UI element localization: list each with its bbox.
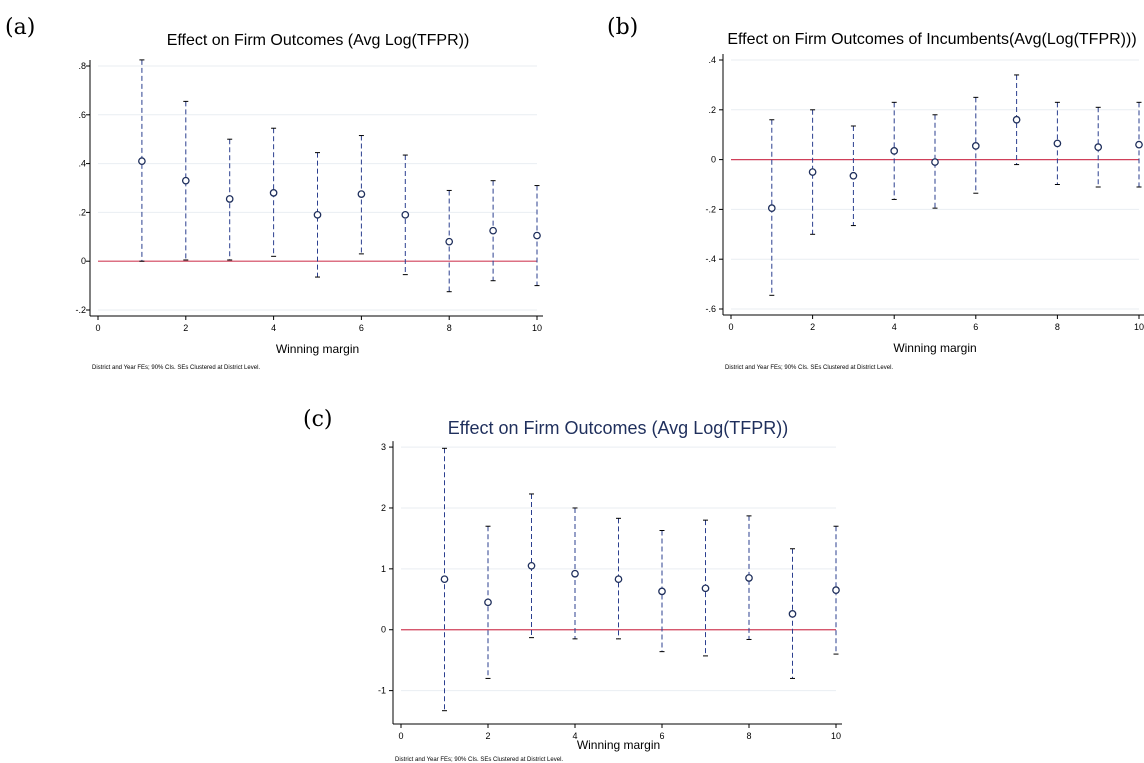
point-estimate-marker [890, 147, 899, 155]
y-tick-label: 0 [381, 625, 386, 635]
point-estimate-marker [181, 176, 190, 185]
point-estimate-marker [614, 575, 623, 584]
x-tick-label: 8 [746, 731, 751, 741]
chart-panel-a: (a) Effect on Firm Outcomes (Avg Log(TFPR… [5, 15, 543, 371]
panel-label: (c) [303, 407, 333, 432]
x-tick-label: 4 [892, 322, 897, 332]
point-estimate-marker [489, 226, 497, 235]
x-tick-label: 2 [810, 322, 815, 332]
y-tick-label: .2 [78, 207, 86, 217]
point-estimate-marker [401, 210, 410, 219]
point-estimate-marker [767, 204, 776, 213]
point-estimate-marker [971, 142, 980, 150]
chart-note: District and Year FEs; 90% CIs. SEs Clus… [395, 757, 563, 763]
y-tick-label: .4 [78, 159, 86, 169]
y-tick-label: .4 [708, 55, 716, 65]
panel-label: (a) [5, 15, 35, 40]
point-estimate-marker [313, 210, 322, 219]
point-estimate-marker [658, 587, 666, 596]
y-tick-label: 2 [381, 503, 386, 513]
chart-note: District and Year FEs; 90% CIs. SEs Clus… [725, 365, 893, 371]
point-estimate-marker [1053, 139, 1062, 148]
y-tick-label: .8 [78, 61, 86, 71]
chart-title: Effect on Firm Outcomes of Incumbents(Av… [727, 31, 1136, 48]
x-tick-label: 0 [95, 323, 100, 333]
chart-panel-b: (b) Effect on Firm Outcomes of Incumbents… [607, 15, 1144, 371]
chart-title: Effect on Firm Outcomes (Avg Log(TFPR)) [448, 418, 788, 438]
point-estimate-marker [849, 171, 858, 180]
x-tick-label: 6 [659, 731, 664, 741]
x-tick-label: 8 [1055, 322, 1060, 332]
x-axis-label: Winning margin [276, 342, 359, 356]
y-tick-label: 1 [381, 564, 386, 574]
point-estimate-marker [440, 575, 449, 584]
chart-panel-c: (c) Effect on Firm Outcomes (Avg Log(TFPR… [303, 407, 842, 763]
panel-label: (b) [607, 15, 638, 40]
x-tick-label: 10 [532, 323, 542, 333]
x-tick-label: 10 [1134, 322, 1144, 332]
x-tick-label: 0 [398, 731, 403, 741]
point-estimate-marker [533, 231, 541, 240]
x-tick-label: 6 [359, 323, 364, 333]
y-tick-label: 0 [81, 256, 86, 266]
chart-title: Effect on Firm Outcomes (Avg Log(TFPR)) [167, 32, 470, 49]
x-tick-label: 0 [728, 322, 733, 332]
x-tick-label: 4 [572, 731, 577, 741]
point-estimate-marker [357, 190, 366, 198]
y-tick-label: .6 [78, 110, 86, 120]
x-tick-label: 2 [485, 731, 490, 741]
point-estimate-marker [808, 168, 817, 176]
point-estimate-marker [484, 598, 492, 607]
x-tick-label: 8 [447, 323, 452, 333]
x-tick-label: 4 [271, 323, 276, 333]
point-estimate-marker [1012, 115, 1021, 124]
x-tick-label: 10 [831, 731, 841, 741]
point-estimate-marker [745, 574, 753, 582]
y-tick-label: -.2 [75, 305, 86, 315]
point-estimate-marker [1135, 140, 1143, 149]
x-axis-label: Winning margin [577, 738, 660, 752]
y-tick-label: -.6 [705, 304, 716, 314]
point-estimate-marker [527, 561, 536, 570]
point-estimate-marker [832, 586, 840, 595]
point-estimate-marker [138, 157, 146, 166]
x-tick-label: 2 [183, 323, 188, 333]
point-estimate-marker [1094, 143, 1103, 151]
y-tick-label: -.2 [705, 204, 716, 214]
point-estimate-marker [931, 158, 939, 166]
point-estimate-marker [445, 237, 454, 246]
x-tick-label: 6 [973, 322, 978, 332]
point-estimate-marker [225, 195, 234, 203]
y-tick-label: -.4 [705, 254, 716, 264]
y-tick-label: .2 [708, 105, 716, 115]
chart-note: District and Year FEs; 90% CIs. SEs Clus… [92, 365, 260, 371]
point-estimate-marker [788, 610, 797, 618]
point-estimate-marker [571, 569, 579, 578]
x-axis-label: Winning margin [893, 341, 976, 355]
y-tick-label: 3 [381, 442, 386, 452]
point-estimate-marker [269, 189, 278, 197]
y-tick-label: 0 [711, 155, 716, 165]
gridlines [731, 59, 1139, 310]
y-tick-label: -1 [378, 686, 386, 696]
point-estimate-marker [701, 584, 710, 593]
